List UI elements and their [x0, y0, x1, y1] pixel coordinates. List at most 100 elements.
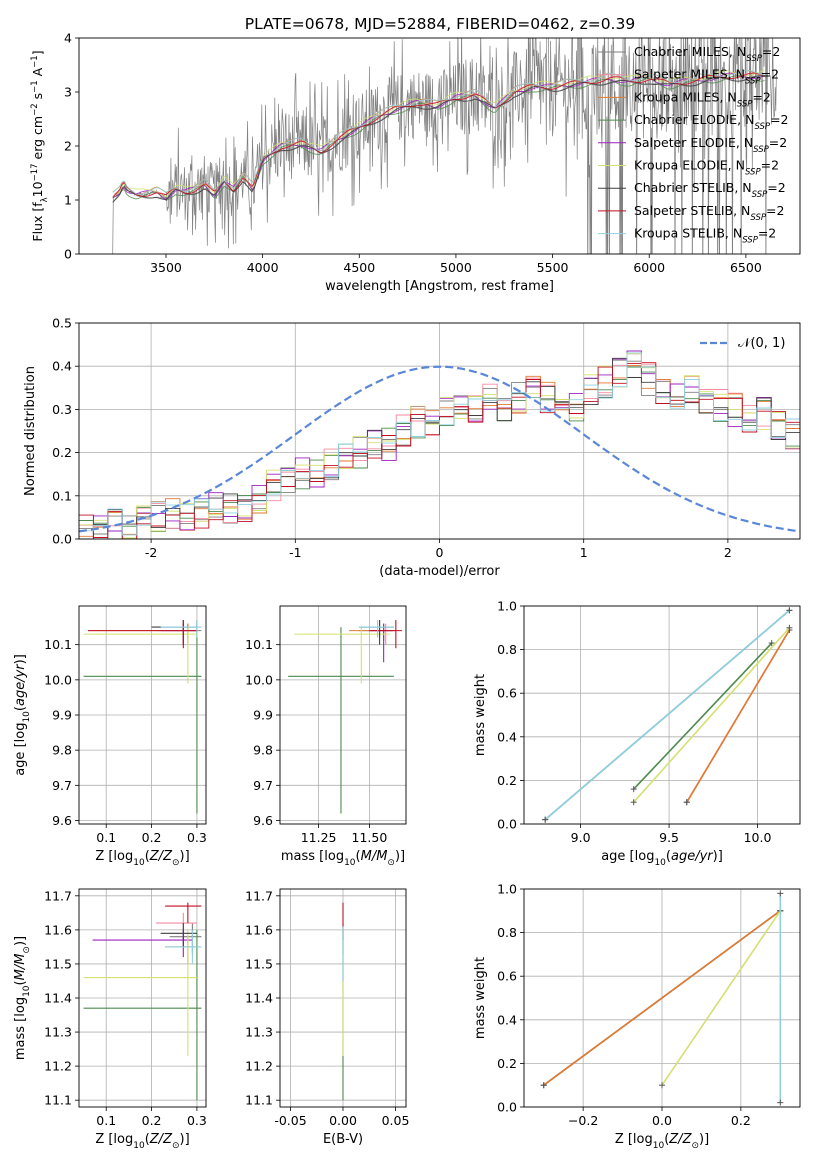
y-tick-label: 0.2	[52, 445, 72, 460]
x-tick-label: 4000	[247, 260, 279, 275]
x-tick-label: -0.05	[274, 1113, 306, 1128]
y-tick-label: 0.2	[497, 1056, 517, 1071]
residuals-plot-area	[79, 350, 800, 539]
y-axis-label: Normed distribution	[23, 366, 38, 496]
massweight_vs_age-panel: 9.0 9.5 10.0 0.0 0.2 0.4 0.6 0.8 1.0 age [log10(a…	[473, 599, 801, 868]
y-tick-label: 9.8	[253, 743, 273, 758]
axes-frame	[523, 888, 801, 1108]
x-axis-label: E(B-V)	[323, 1132, 363, 1147]
x-axis-label: Z [log10(Z/Z⊙)]	[615, 1132, 709, 1151]
histogram-step-8	[79, 352, 800, 536]
x-tick-label: 9.5	[659, 830, 679, 845]
axes-frame	[78, 37, 801, 255]
mass_vs_Z-panel: 0.1 0.2 0.3 11.1 11.2 11.3 11.4 11.5 11.6 11.7 Z […	[13, 888, 207, 1151]
histogram-step-0	[79, 359, 800, 535]
y-tick-label: 0.6	[497, 686, 517, 701]
y-tick-label: 0.0	[52, 532, 72, 547]
y-tick-label: 1.0	[497, 599, 517, 614]
y-tick-label: 0.4	[52, 359, 72, 374]
x-tick-label: 0.3	[187, 830, 207, 845]
y-tick-label: 11.3	[245, 1025, 273, 1040]
weight-line-3	[633, 642, 773, 790]
y-axis-label: mass [log10(M/M⊙)]	[13, 936, 32, 1060]
y-tick-label: 0.0	[497, 1100, 517, 1115]
y-tick-label: 0.2	[497, 773, 517, 788]
y-tick-label: 11.7	[44, 888, 72, 903]
y-tick-label: 9.7	[52, 778, 72, 793]
y-axis-label: mass weight	[473, 674, 488, 756]
axes-frame	[279, 888, 407, 1108]
model-fit-line-4	[112, 72, 765, 201]
y-tick-label: 11.5	[44, 956, 72, 971]
legend-label-6: Chabrier STELIB, NSSP=2	[634, 180, 786, 200]
age_vs_Z-panel: 0.1 0.2 0.3 9.6 9.7 9.8 9.9 10.0 10.1 Z [log10(Z/…	[13, 605, 207, 868]
y-tick-label: 10.0	[245, 672, 273, 687]
legend-label-0: Chabrier MILES, NSSP=2	[634, 44, 780, 64]
x-tick-label: 2	[724, 545, 732, 560]
legend-label-2: Kroupa MILES, NSSP=2	[634, 89, 771, 109]
y-tick-label: 0.6	[497, 969, 517, 984]
axes-frame	[78, 605, 207, 825]
massweight_vs_Z-plot-area	[540, 890, 784, 1106]
x-axis-label: (data-model)/error	[379, 564, 500, 579]
legend-label-normal: 𝒩(0, 1)	[738, 336, 785, 351]
x-tick-label: 5000	[440, 260, 472, 275]
x-axis-label: age [log10(age/yr)]	[601, 849, 723, 868]
y-tick-label: 11.4	[245, 991, 273, 1006]
y-tick-label: 11.1	[245, 1093, 273, 1108]
y-tick-label: 11.2	[245, 1059, 273, 1074]
x-tick-label: 0.3	[187, 1113, 207, 1128]
x-tick-label: 11.50	[352, 830, 388, 845]
x-tick-label: 10.0	[744, 830, 772, 845]
model-fit-line-6	[112, 75, 765, 203]
histogram-step-4	[79, 350, 800, 539]
weight-line-2	[543, 910, 781, 1086]
massweight_vs_age-plot-area	[542, 607, 793, 823]
x-tick-label: 0.2	[142, 1113, 162, 1128]
weight-line-8	[544, 609, 790, 821]
x-tick-label: 11.25	[301, 830, 337, 845]
spectrum-legend: Chabrier MILES, NSSP=2 Salpeter MILES, NS…	[598, 44, 789, 246]
y-tick-label: 10.1	[245, 637, 273, 652]
y-tick-label: 4	[64, 31, 72, 46]
model-fit-line-8	[112, 69, 765, 195]
weight-line-5	[633, 627, 790, 803]
y-axis-label: mass weight	[473, 957, 488, 1039]
weight-line-2	[686, 629, 791, 803]
figure-title: PLATE=0678, MJD=52884, FIBERID=0462, z=0…	[245, 15, 635, 33]
y-tick-label: 0.1	[52, 488, 72, 503]
spectrum-panel: 3500 4000 4500 5000 5500 6000 6500 0 1 2 3 4 wavelen…	[30, 31, 801, 294]
y-tick-label: 1	[64, 193, 72, 208]
histogram-step-1	[79, 353, 800, 535]
x-tick-label: 9.0	[571, 830, 591, 845]
x-tick-label: 0.2	[142, 830, 162, 845]
y-tick-label: 9.9	[52, 708, 72, 723]
y-tick-label: 0.8	[497, 642, 517, 657]
x-axis-label: mass [log10(M/M⊙)]	[281, 849, 405, 868]
y-tick-label: 9.6	[253, 813, 273, 828]
age_vs_Z-plot-area	[83, 620, 202, 814]
observed-spectrum-line	[111, 38, 777, 254]
y-tick-label: 11.6	[245, 922, 273, 937]
x-tick-label: 0.05	[382, 1113, 410, 1128]
y-tick-label: 0.5	[52, 316, 72, 331]
histogram-step-2	[79, 364, 800, 537]
y-tick-label: 11.1	[44, 1093, 72, 1108]
x-axis-label: Z [log10(Z/Z⊙)]	[95, 1132, 189, 1151]
y-tick-label: 10.1	[44, 637, 72, 652]
legend-label-5: Kroupa ELODIE, NSSP=2	[634, 158, 779, 178]
x-tick-label: 3500	[150, 260, 182, 275]
y-tick-label: 0.4	[497, 729, 517, 744]
y-tick-label: 0.3	[52, 402, 72, 417]
x-tick-label: 0.0	[652, 1113, 672, 1128]
x-axis-label: Z [log10(Z/Z⊙)]	[95, 849, 189, 868]
legend-label-3: Chabrier ELODIE, NSSP=2	[634, 112, 789, 132]
legend-label-7: Salpeter STELIB, NSSP=2	[634, 203, 784, 223]
x-tick-label: 0.1	[96, 1113, 116, 1128]
x-tick-label: 0.2	[731, 1113, 751, 1128]
y-tick-label: 9.7	[253, 778, 273, 793]
histogram-step-6	[79, 357, 800, 539]
residuals-panel: -2 -1 0 1 2 0.0 0.1 0.2 0.3 0.4 0.5 (data-model)/er…	[23, 316, 801, 579]
x-tick-label: −0.2	[568, 1113, 598, 1128]
model-fit-line-5	[112, 70, 765, 198]
